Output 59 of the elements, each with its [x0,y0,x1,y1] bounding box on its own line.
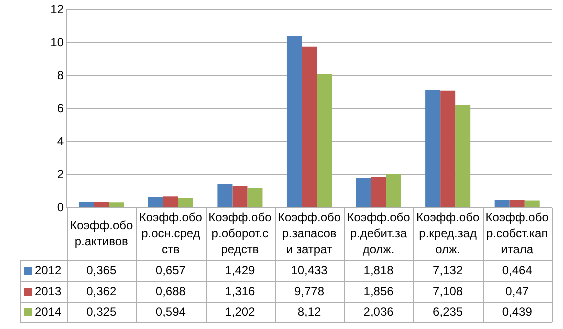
bar [317,74,332,208]
x-tick-label: Коэфф.обор.дебит.задолж. [347,210,411,256]
y-tick-label: 2 [57,167,64,182]
legend-label: 2013 [35,284,62,298]
bar [371,177,386,208]
data-label: 1,316 [225,284,256,298]
data-label: 0,657 [156,263,186,278]
bar [524,200,540,208]
data-label: 7,108 [433,284,464,298]
x-tick-label: Коэфф.обор.запасов и затрат [278,210,342,256]
bar [440,90,456,208]
bar [109,202,124,208]
bar [218,184,233,208]
data-label: 2,036 [364,304,394,319]
x-tick-label: Коэфф.обор.активов [70,218,134,248]
data-label: 8,12 [298,304,322,319]
data-label: 10,433 [291,263,328,278]
data-label: 0,594 [156,304,186,319]
bar [302,46,318,208]
y-tick-label: 10 [50,35,64,50]
data-label: 0,464 [502,263,533,278]
bar [386,174,402,208]
data-label: 0,47 [506,284,530,298]
data-label: 1,429 [225,263,256,278]
bar [494,200,510,208]
bar [232,186,248,208]
bar [286,36,302,208]
data-label: 1,202 [225,304,256,319]
y-tick-label: 4 [57,134,64,148]
bar [356,178,372,208]
y-tick-label: 12 [50,2,64,17]
y-tick-label: 0 [57,200,64,214]
data-label: 7,132 [433,263,464,278]
bar [94,202,110,208]
data-label: 0,365 [86,263,117,278]
data-label: 1,856 [364,284,394,298]
x-tick-label: Коэфф.обор.оборот.средств [208,210,272,256]
bar [426,90,441,208]
bar [79,202,94,208]
x-tick-label: Коэфф.обор.кред.задолж. [416,210,480,256]
legend-label: 2012 [35,263,62,278]
data-label: 0,362 [86,284,117,298]
bar [510,200,525,208]
data-label: 1,818 [364,263,394,278]
y-tick-label: 8 [57,68,64,82]
x-tick-label: Коэфф.обор.собст.капитала [486,210,550,256]
data-label: 0,325 [86,304,117,319]
data-label: 0,439 [502,304,533,319]
x-tick-label: Коэфф.обор.осн.средств [139,210,203,256]
bar [163,196,178,208]
data-label: 9,778 [294,284,325,298]
bar [456,105,471,208]
bar [148,197,164,208]
y-tick-label: 6 [57,101,64,116]
bar [178,198,194,208]
legend-label: 2014 [35,304,62,319]
bar [248,188,263,208]
data-label: 6,235 [433,304,464,319]
data-label: 0,688 [156,284,186,298]
